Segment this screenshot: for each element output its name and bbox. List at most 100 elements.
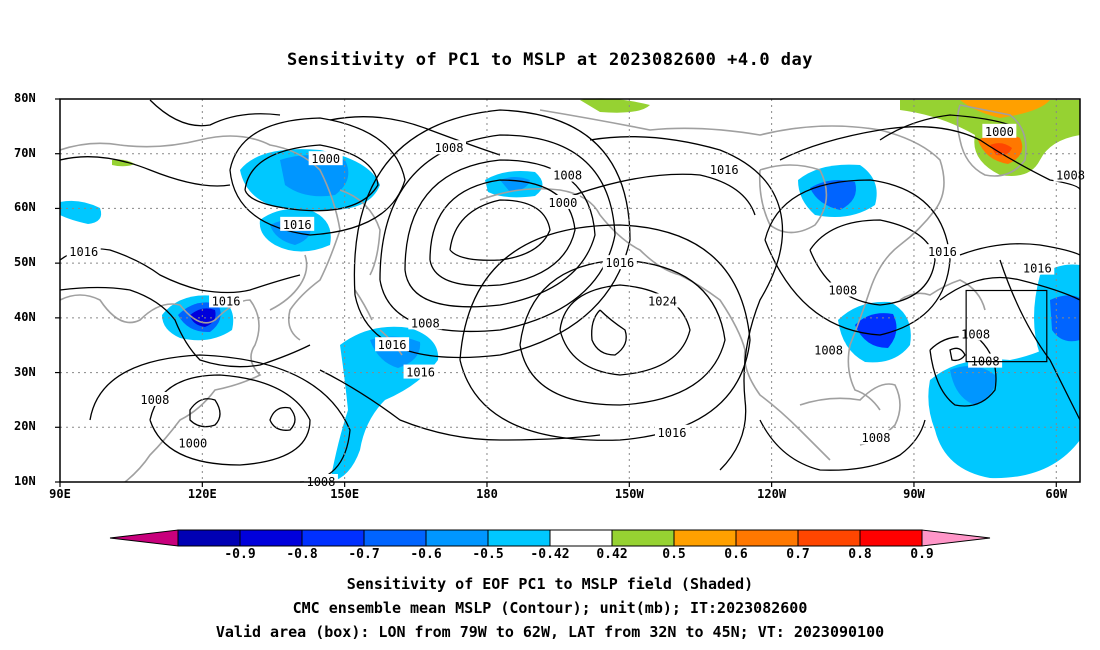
- lat-tick-label: 20N: [14, 419, 36, 434]
- shade-blob: [960, 100, 1050, 118]
- coastline-kamchatka: [339, 189, 381, 276]
- contour-label: 1016: [1020, 260, 1055, 276]
- lat-tick-label: 80N: [14, 91, 36, 105]
- contour-label: 1008: [811, 342, 846, 358]
- colorbar-tick-label: 0.5: [662, 547, 686, 562]
- contour-label: 1016: [403, 364, 438, 380]
- colorbar-tick-label: -0.8: [286, 547, 318, 562]
- contour-label-text: 1008: [1056, 169, 1085, 183]
- colorbar-swatch: [301, 529, 365, 547]
- contour-label-text: 1016: [710, 163, 739, 177]
- contour-label-text: 1008: [411, 316, 440, 330]
- contour-label-text: 1016: [406, 366, 435, 380]
- contour-label-bg: [968, 353, 1003, 368]
- contour-label-bg: [645, 293, 680, 308]
- contour-line: [809, 219, 936, 306]
- colorbar-swatch: [363, 529, 427, 547]
- colorbar-tick-label: -0.9: [224, 547, 256, 562]
- shade-blob: [60, 200, 102, 224]
- contour-label-bg: [958, 326, 993, 341]
- contour-label-bg: [280, 216, 315, 231]
- shade-blob: [950, 366, 996, 405]
- colorbar-swatch: [797, 529, 861, 547]
- contour-label: 1024: [645, 293, 680, 308]
- shade-blob: [990, 143, 1012, 156]
- shade-blob: [280, 155, 349, 197]
- contour-label-bg: [432, 140, 467, 155]
- contour-line: [59, 116, 501, 187]
- contour-label: 1008: [1053, 167, 1088, 183]
- contour-line: [591, 309, 627, 356]
- contour-label-text: 1008: [140, 393, 169, 407]
- shade-blob: [580, 98, 650, 113]
- contour-label: 1008: [958, 326, 993, 341]
- colorbar-swatch: [549, 529, 613, 547]
- lat-tick-label: 10N: [14, 474, 36, 488]
- contour-label-bg: [545, 194, 580, 209]
- contour-label-bg: [137, 391, 172, 406]
- lon-tick-label: 180: [476, 487, 498, 501]
- coastline-asia-north: [59, 135, 341, 341]
- contour-line: [559, 173, 756, 216]
- contour-label-text: 1016: [928, 245, 957, 259]
- coastline-asia: [59, 294, 262, 483]
- contour-label: 1000: [545, 194, 580, 210]
- contour-line: [229, 117, 406, 236]
- contour-label: 1008: [137, 391, 172, 407]
- contour-labels: 1000 1008 1008 1000 1016 1000 1008 1016 1016 1016…: [66, 123, 1088, 489]
- contour-line: [404, 159, 596, 308]
- contour-label: 1016: [209, 293, 244, 308]
- contour-line: [999, 259, 1081, 421]
- colorbar-swatch: [735, 529, 799, 547]
- contour-label-text: 1016: [605, 256, 634, 270]
- contour-label: 1008: [825, 282, 860, 298]
- contour-label-text: 1008: [553, 169, 582, 183]
- contour-line: [959, 243, 1081, 256]
- contour-line: [559, 284, 691, 376]
- contour-label-text: 1016: [212, 294, 241, 308]
- lat-tick-label: 70N: [14, 145, 36, 160]
- contour-line: [319, 369, 601, 441]
- lon-tick-label: 90E: [49, 487, 71, 501]
- caption-line-2: CMC ensemble mean MSLP (Contour); unit(m…: [292, 599, 808, 617]
- coastline-hudson: [758, 164, 828, 234]
- contour-label-bg: [655, 424, 689, 439]
- colorbar-min-arrow: [109, 529, 179, 547]
- colorbar-swatch: [425, 529, 489, 547]
- lon-tick-label: 150E: [330, 487, 360, 501]
- colorbar-tick-label: 0.6: [724, 547, 748, 562]
- lon-tick-label: 60W: [1045, 487, 1068, 501]
- contour-line: [939, 276, 1081, 301]
- lat-tick-label: 30N: [14, 364, 36, 379]
- contour-label-text: 1000: [548, 196, 577, 210]
- contour-line: [59, 248, 301, 294]
- contour-label-bg: [859, 430, 893, 445]
- contour-line: [379, 134, 616, 333]
- contour-label-bg: [925, 244, 960, 259]
- coastline-greenland: [956, 104, 1027, 177]
- contour-label: 1016: [602, 255, 637, 270]
- shade-blob: [1050, 295, 1080, 342]
- contour-label-text: 1008: [862, 431, 891, 445]
- contour-label: 1008: [550, 167, 585, 183]
- contour-label-text: 1008: [828, 284, 857, 298]
- colorbar-tick-label: -0.7: [348, 547, 380, 562]
- contour-label-bg: [403, 364, 438, 379]
- contour-label-text: 1016: [1023, 262, 1052, 276]
- contour-label-bg: [66, 244, 101, 259]
- contour-label-bg: [825, 282, 860, 297]
- colorbar-swatch: [859, 529, 923, 547]
- contour-label: 1016: [280, 216, 315, 232]
- contour-label-bg: [982, 123, 1017, 138]
- contour-label-text: 1000: [311, 152, 340, 166]
- contour-label-bg: [602, 255, 637, 270]
- caption-line-1: Sensitivity of EOF PC1 to MSLP field (Sh…: [346, 575, 754, 593]
- colorbar-tick-label: -0.42: [530, 547, 570, 562]
- lat-tick-label: 50N: [14, 255, 36, 270]
- contour-line: [764, 179, 951, 336]
- map-frame: [59, 98, 1081, 483]
- contour-label-bg: [550, 167, 585, 182]
- contour-line: [244, 144, 379, 212]
- colorbar-swatch: [177, 529, 241, 547]
